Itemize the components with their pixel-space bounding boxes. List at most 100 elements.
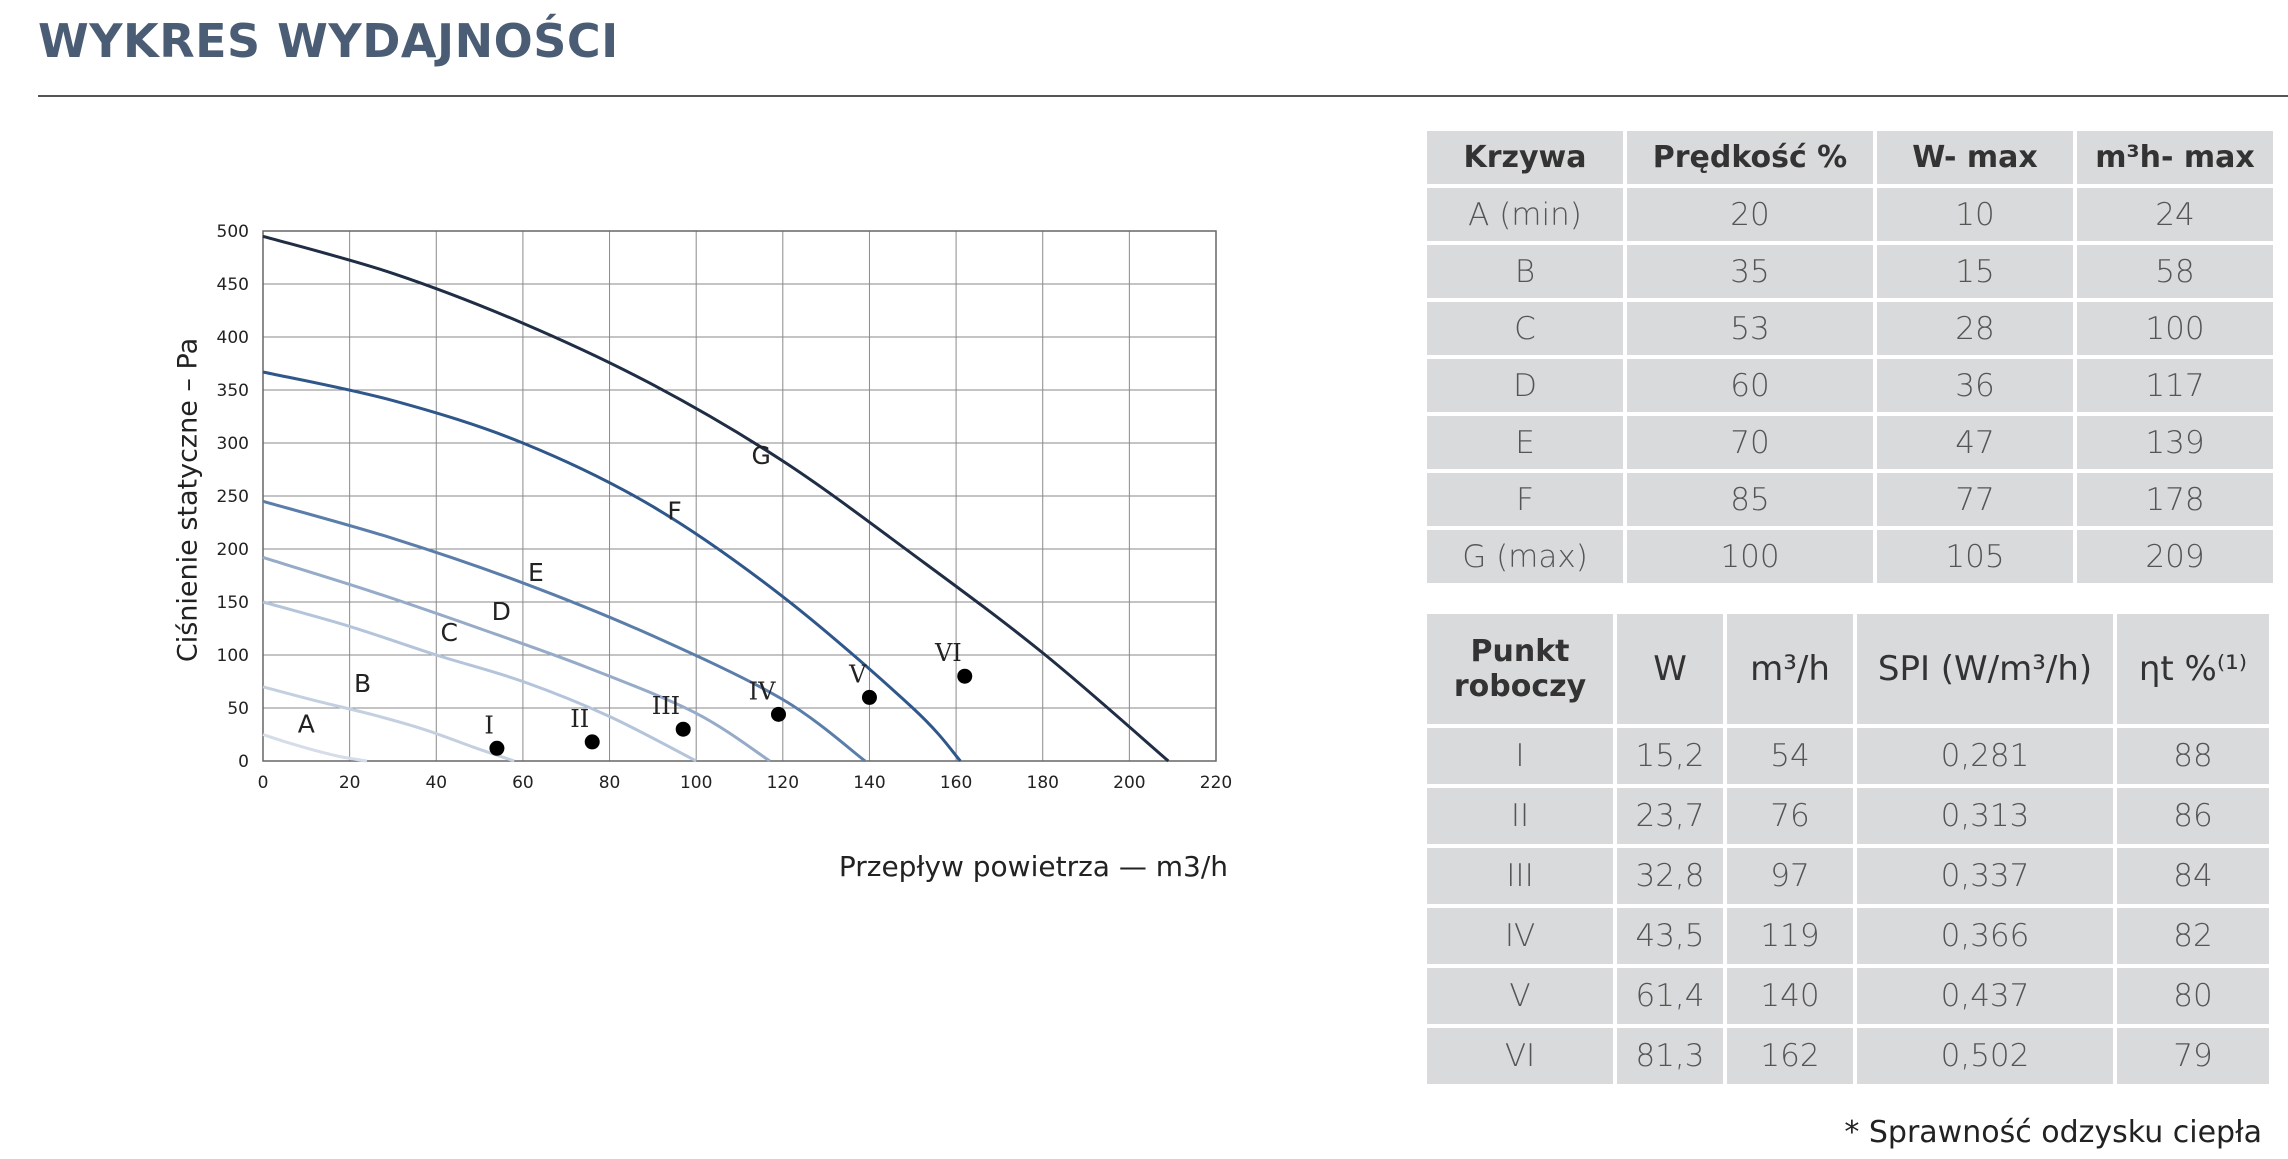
table-cell: 15 [1877, 245, 2073, 298]
y-tick-label: 300 [217, 434, 249, 454]
y-tick-label: 450 [217, 275, 249, 295]
table-cell: 28 [1877, 302, 2073, 355]
y-axis-label: Ciśnienie statyczne – Pa [172, 337, 204, 663]
x-tick-label: 140 [853, 773, 885, 793]
table-cell: 82 [2117, 908, 2269, 964]
operating-point [770, 706, 786, 722]
table-cell: 76 [1727, 788, 1853, 844]
curve-row: F 85 77 178 [1427, 473, 2273, 526]
header-cell: W- max [1877, 131, 2073, 184]
curve-row: E 70 47 139 [1427, 416, 2273, 469]
table-cell: 209 [2077, 530, 2273, 583]
x-tick-label: 220 [1200, 773, 1232, 793]
y-tick-label: 50 [227, 699, 249, 719]
table-cell: A (min) [1427, 188, 1623, 241]
table-cell: 0,366 [1857, 908, 2113, 964]
x-tick-label: 20 [339, 773, 361, 793]
operating-point-label: IV [749, 677, 776, 705]
table-cell: G (max) [1427, 530, 1623, 583]
series-line-g [262, 234, 1170, 763]
table-cell: 0,502 [1857, 1028, 2113, 1084]
x-tick-label: 60 [512, 773, 534, 793]
y-tick-label: 150 [217, 593, 249, 613]
title-divider [38, 95, 2288, 97]
header-cell: Punkt roboczy [1427, 614, 1613, 724]
table-cell: 119 [1727, 908, 1853, 964]
operating-point-label: III [652, 692, 680, 720]
operating-point-row: V 61,4 140 0,437 80 [1427, 968, 2269, 1024]
x-tick-label: 0 [258, 773, 269, 793]
y-tick-label: 500 [217, 222, 249, 242]
operating-point [584, 734, 600, 750]
series-label-f: F [667, 496, 681, 525]
operating-point-row: IV 43,5 119 0,366 82 [1427, 908, 2269, 964]
header-cell: m³h- max [2077, 131, 2273, 184]
table-cell: 61,4 [1617, 968, 1723, 1024]
table-cell: 20 [1627, 188, 1873, 241]
table-cell: 84 [2117, 848, 2269, 904]
curve-row: D 60 36 117 [1427, 359, 2273, 412]
table-cell: 85 [1627, 473, 1873, 526]
series-line-f [262, 370, 962, 763]
table-cell: 97 [1727, 848, 1853, 904]
table-cell: II [1427, 788, 1613, 844]
operating-point [489, 740, 505, 756]
operating-point [957, 668, 973, 684]
x-tick-label: 160 [940, 773, 972, 793]
table-cell: 32,8 [1617, 848, 1723, 904]
table-cell: B [1427, 245, 1623, 298]
series-line-e [262, 499, 867, 763]
table-cell: V [1427, 968, 1613, 1024]
header-cell: Prędkość % [1627, 131, 1873, 184]
table-cell: E [1427, 416, 1623, 469]
table-cell: 15,2 [1617, 728, 1723, 784]
table-cell: 70 [1627, 416, 1873, 469]
table-cell: 60 [1627, 359, 1873, 412]
points-table-header: Punkt roboczy W m³/h SPI (W/m³/h) ηt %⁽¹… [1427, 614, 2269, 724]
operating-point-label: II [570, 705, 589, 733]
table-cell: 23,7 [1617, 788, 1723, 844]
table-cell: 178 [2077, 473, 2273, 526]
table-cell: C [1427, 302, 1623, 355]
operating-point-row: I 15,2 54 0,281 88 [1427, 728, 2269, 784]
x-tick-label: 120 [767, 773, 799, 793]
operating-point-row: II 23,7 76 0,313 86 [1427, 788, 2269, 844]
table-cell: 79 [2117, 1028, 2269, 1084]
table-cell: 0,337 [1857, 848, 2113, 904]
table-cell: III [1427, 848, 1613, 904]
table-cell: F [1427, 473, 1623, 526]
x-tick-label: 80 [599, 773, 621, 793]
y-tick-label: 250 [217, 487, 249, 507]
curve-row: C 53 28 100 [1427, 302, 2273, 355]
table-cell: 140 [1727, 968, 1853, 1024]
header-cell: Krzywa [1427, 131, 1623, 184]
y-tick-label: 350 [217, 381, 249, 401]
series-label-c: C [441, 618, 458, 647]
page-title: WYKRES WYDAJNOŚCI [38, 14, 619, 68]
performance-chart: 0 20 40 60 80 100 120 140 160 180 200 220 0 50 100 150 2… [217, 222, 1233, 793]
curve-row: A (min) 20 10 24 [1427, 188, 2273, 241]
operating-points-table: Punkt roboczy W m³/h SPI (W/m³/h) ηt %⁽¹… [1423, 610, 2273, 1088]
table-cell: 80 [2117, 968, 2269, 1024]
table-cell: 88 [2117, 728, 2269, 784]
footnote: * Sprawność odzysku ciepła [1844, 1115, 2262, 1150]
table-cell: 139 [2077, 416, 2273, 469]
table-cell: 53 [1627, 302, 1873, 355]
table-cell: IV [1427, 908, 1613, 964]
series-label-a: A [298, 709, 315, 738]
curves-table: Krzywa Prędkość % W- max m³h- max A (min… [1423, 127, 2277, 587]
curve-row: B 35 15 58 [1427, 245, 2273, 298]
table-cell: 117 [2077, 359, 2273, 412]
series-label-b: B [354, 669, 371, 698]
operating-point-label: V [848, 660, 867, 688]
operating-point-row: III 32,8 97 0,337 84 [1427, 848, 2269, 904]
x-tick-label: 200 [1113, 773, 1145, 793]
table-cell: 105 [1877, 530, 2073, 583]
table-cell: D [1427, 359, 1623, 412]
table-cell: 24 [2077, 188, 2273, 241]
table-cell: 162 [1727, 1028, 1853, 1084]
y-tick-label: 400 [217, 328, 249, 348]
table-cell: 81,3 [1617, 1028, 1723, 1084]
series-label-g: G [751, 441, 770, 470]
x-axis-label: Przepływ powietrza — m3/h [838, 850, 1228, 883]
